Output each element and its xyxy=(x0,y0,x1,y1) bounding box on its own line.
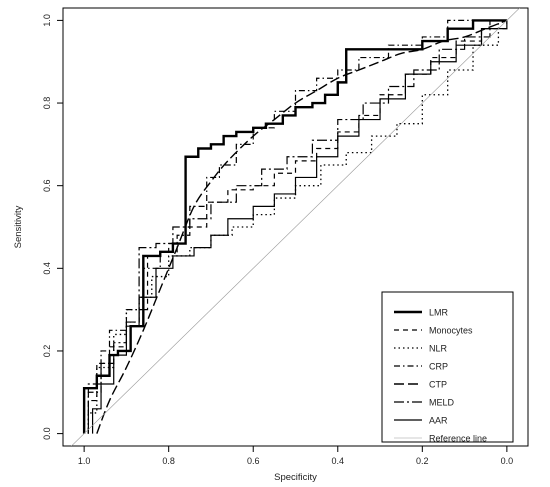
legend-label-aar: AAR xyxy=(429,416,448,426)
y-tick-label: 0.2 xyxy=(42,345,52,358)
legend-label-ctp: CTP xyxy=(429,380,447,390)
series-line-monocytes xyxy=(87,20,508,434)
y-tick-label: 0.8 xyxy=(42,97,52,110)
plot-frame xyxy=(62,7,529,447)
y-tick-label: 0.0 xyxy=(42,427,52,440)
series-line-ctp xyxy=(96,19,508,434)
series-line-meld xyxy=(87,19,507,434)
x-tick-label: 0.4 xyxy=(332,456,345,466)
legend-label-lmr: LMR xyxy=(429,308,449,318)
y-axis-label: Sensitivity xyxy=(13,205,24,248)
series-line-aar xyxy=(91,20,508,434)
legend-label-nlr: NLR xyxy=(429,344,448,354)
legend-label-meld: MELD xyxy=(429,398,455,408)
y-tick-label: 0.4 xyxy=(42,262,52,275)
x-tick-label: 0.6 xyxy=(247,456,260,466)
x-tick-label: 0.8 xyxy=(162,456,175,466)
y-tick-label: 1.0 xyxy=(42,14,52,27)
x-tick-label: 1.0 xyxy=(78,456,91,466)
series-group xyxy=(71,8,520,446)
legend-label-reference-line: Reference line xyxy=(429,434,487,444)
legend-box xyxy=(381,291,514,443)
legend-label-crp: CRP xyxy=(429,362,448,372)
series-line-lmr xyxy=(82,19,507,434)
x-tick-label: 0.2 xyxy=(416,456,429,466)
x-axis-label: Specificity xyxy=(274,472,317,483)
x-tick-label: 0.0 xyxy=(501,456,514,466)
y-tick-label: 0.6 xyxy=(42,179,52,192)
series-line-reference-line xyxy=(71,8,520,446)
legend-label-monocytes: Monocytes xyxy=(429,326,473,336)
